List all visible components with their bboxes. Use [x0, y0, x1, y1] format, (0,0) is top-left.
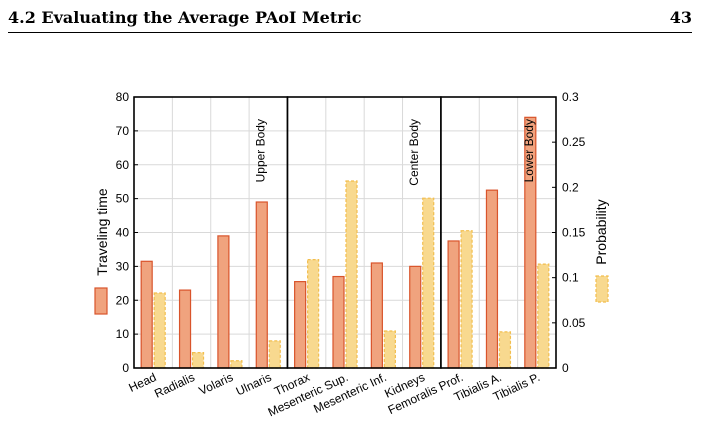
bar-probability [422, 197, 435, 369]
y-tick-label-left: 20 [116, 293, 130, 307]
bar-probability [268, 340, 281, 369]
bar-traveling-time [255, 201, 268, 369]
x-tick-label: Ulnaris [234, 370, 274, 398]
bar-probability [460, 230, 473, 369]
bar-traveling-time [178, 289, 192, 369]
y-tick-label-right: 0.2 [562, 180, 579, 194]
y-tick-label-right: 0 [562, 361, 569, 375]
bar-traveling-time [409, 265, 422, 369]
y-tick-label-right: 0.15 [562, 226, 586, 240]
y-tick-label-left: 10 [116, 327, 130, 341]
y-tick-label-left: 70 [116, 124, 130, 138]
bar-probability [307, 259, 320, 369]
bar-traveling-time [447, 240, 460, 369]
bar-traveling-time [370, 262, 383, 369]
region-label: Lower Body [522, 119, 536, 182]
bar-probability [191, 352, 205, 369]
y-tick-label-right: 0.3 [562, 90, 579, 104]
y-tick-label-right: 0.1 [562, 271, 579, 285]
region-label: Upper Body [253, 119, 267, 182]
y-axis-label-left: Traveling time [94, 188, 110, 276]
bar-probability [383, 330, 396, 369]
y-tick-label-left: 40 [116, 226, 130, 240]
page-header: 4.2 Evaluating the Average PAoI Metric 4… [8, 6, 692, 33]
y-tick-label-left: 0 [122, 361, 129, 375]
bar-traveling-time [294, 281, 307, 369]
legend-swatch-traveling-time [94, 287, 108, 315]
x-tick-label: Radialis [152, 370, 197, 401]
section-title: 4.2 Evaluating the Average PAoI Metric [8, 8, 362, 27]
y-tick-label-right: 0.05 [562, 316, 586, 330]
y-tick-label-left: 50 [116, 192, 130, 206]
bar-probability [537, 263, 550, 369]
y-axis-label-right: Probability [593, 199, 609, 264]
bar-probability [230, 360, 243, 369]
bar-probability [345, 180, 358, 369]
bar-traveling-time [332, 275, 345, 369]
bar-traveling-time [485, 189, 499, 369]
page-number: 43 [669, 8, 692, 27]
region-label: Center Body [407, 119, 421, 186]
y-tick-label-left: 60 [116, 158, 130, 172]
y-tick-label-left: 80 [116, 90, 130, 104]
bar-traveling-time [140, 260, 153, 369]
bar-probability [153, 292, 166, 369]
bar-traveling-time [217, 235, 230, 369]
x-tick-label: Volaris [197, 370, 236, 398]
bar-probability [498, 331, 512, 369]
legend-swatch-probability [595, 275, 609, 303]
y-tick-label-left: 30 [116, 259, 130, 273]
y-tick-label-right: 0.25 [562, 135, 586, 149]
